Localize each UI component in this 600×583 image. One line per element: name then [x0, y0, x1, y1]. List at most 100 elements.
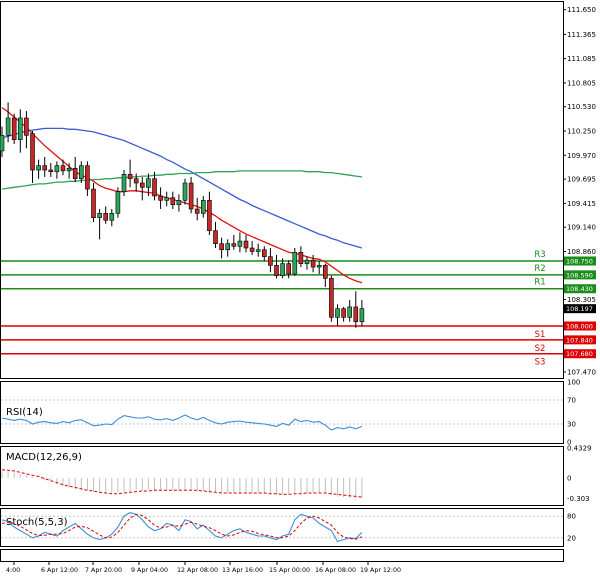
- candle-body: [329, 278, 334, 318]
- candle-body: [140, 182, 145, 188]
- candle: [66, 163, 72, 179]
- candle-body: [310, 259, 316, 268]
- candle-body: [42, 165, 48, 171]
- candle-body: [11, 117, 17, 140]
- pivot-level-label: S2: [535, 344, 546, 354]
- pivot-price-box: [564, 270, 596, 280]
- candle-body: [164, 197, 169, 201]
- candle-body: [335, 308, 340, 318]
- candle: [146, 173, 151, 196]
- candle-body: [201, 200, 206, 214]
- candle-body: [286, 263, 292, 275]
- candle: [164, 191, 169, 207]
- candle-body: [298, 252, 304, 264]
- candle: [0, 126, 5, 157]
- candle: [237, 232, 243, 253]
- candle: [188, 176, 194, 214]
- x-tick-label: 12 Apr 08:00: [177, 567, 218, 574]
- candle: [213, 222, 218, 248]
- candle-body: [158, 195, 163, 201]
- candle-body: [268, 256, 273, 266]
- candle: [42, 157, 48, 177]
- pivot-level-label: R2: [534, 264, 545, 274]
- candle: [310, 254, 316, 273]
- pivot-level-label: R1: [534, 278, 545, 288]
- candle-body: [347, 306, 353, 318]
- candle: [176, 194, 182, 212]
- price-y-tick-label: 108.305: [567, 296, 596, 304]
- x-tick-label: 7 Apr 20:00: [85, 567, 122, 574]
- candle: [255, 243, 261, 257]
- candle-body: [152, 178, 157, 197]
- pivot-price-label: 108.000: [566, 323, 593, 331]
- candle-body: [353, 306, 359, 322]
- candle-body: [316, 265, 322, 268]
- stoch-panel: [0, 508, 564, 547]
- candle: [79, 161, 84, 183]
- candle-body: [0, 135, 5, 152]
- candle-body: [146, 178, 151, 188]
- candle: [152, 171, 157, 201]
- stoch-title: Stoch(5,5,3): [6, 517, 68, 528]
- candle-body: [213, 230, 218, 244]
- candle: [158, 187, 163, 209]
- macd-title: MACD(12,26,9): [6, 452, 82, 463]
- candle-body: [121, 174, 127, 192]
- candle-body: [280, 263, 285, 277]
- moving-average-line: [1, 170, 362, 190]
- x-tick-label: 19 Apr 12:00: [360, 567, 401, 574]
- candle-body: [127, 174, 133, 179]
- candle-body: [72, 167, 78, 179]
- rsi-panel: [0, 381, 564, 444]
- moving-average-line: [1, 127, 363, 249]
- price-y-tick-label: 109.140: [567, 224, 596, 232]
- candle-body: [97, 213, 102, 218]
- candle-body: [188, 182, 194, 210]
- candle: [329, 275, 334, 322]
- x-tick-label: 15 Apr 00:00: [269, 567, 310, 574]
- candle: [341, 306, 346, 322]
- price-y-tick-label: 111.365: [567, 31, 596, 39]
- candle-body: [359, 308, 365, 322]
- candle-body: [292, 252, 298, 275]
- pivot-price-label: 107.680: [566, 350, 593, 358]
- candle: [170, 191, 176, 209]
- candle-body: [48, 169, 54, 173]
- candle-body: [261, 249, 267, 257]
- macd-panel: [0, 446, 564, 506]
- macd-signal-line: [1, 469, 362, 498]
- candle: [127, 159, 133, 188]
- candle: [316, 261, 322, 274]
- candle-body: [237, 240, 243, 247]
- candle-body: [225, 243, 230, 251]
- candle-body: [219, 243, 224, 251]
- candle-body: [194, 208, 200, 214]
- rsi-y-tick-label: 30: [567, 421, 576, 429]
- x-tick-label: 16 Apr 08:00: [315, 567, 356, 574]
- candle-body: [54, 165, 60, 173]
- rsi-y-tick-label: 70: [567, 397, 576, 405]
- candle: [91, 183, 96, 222]
- pivot-price-label: 107.840: [566, 336, 593, 344]
- candle-body: [231, 243, 237, 247]
- stoch-y-tick-label: 80: [567, 513, 576, 521]
- pivot-level-label: S1: [535, 330, 546, 340]
- macd-y-tick-label: 0: [567, 474, 571, 482]
- candle: [54, 161, 60, 179]
- pivot-price-box: [564, 335, 596, 345]
- pivot-price-box: [564, 321, 596, 331]
- candle-body: [207, 200, 212, 231]
- pivot-level-label: S3: [535, 358, 546, 368]
- candle: [335, 304, 340, 326]
- candle: [347, 300, 353, 322]
- candle: [140, 176, 145, 201]
- candle: [182, 178, 188, 205]
- candle-body: [66, 167, 72, 172]
- candle: [17, 109, 23, 153]
- candle-body: [176, 200, 182, 205]
- candle-body: [60, 165, 66, 172]
- candle: [207, 191, 212, 235]
- candle: [24, 111, 29, 149]
- candle-body: [274, 265, 279, 277]
